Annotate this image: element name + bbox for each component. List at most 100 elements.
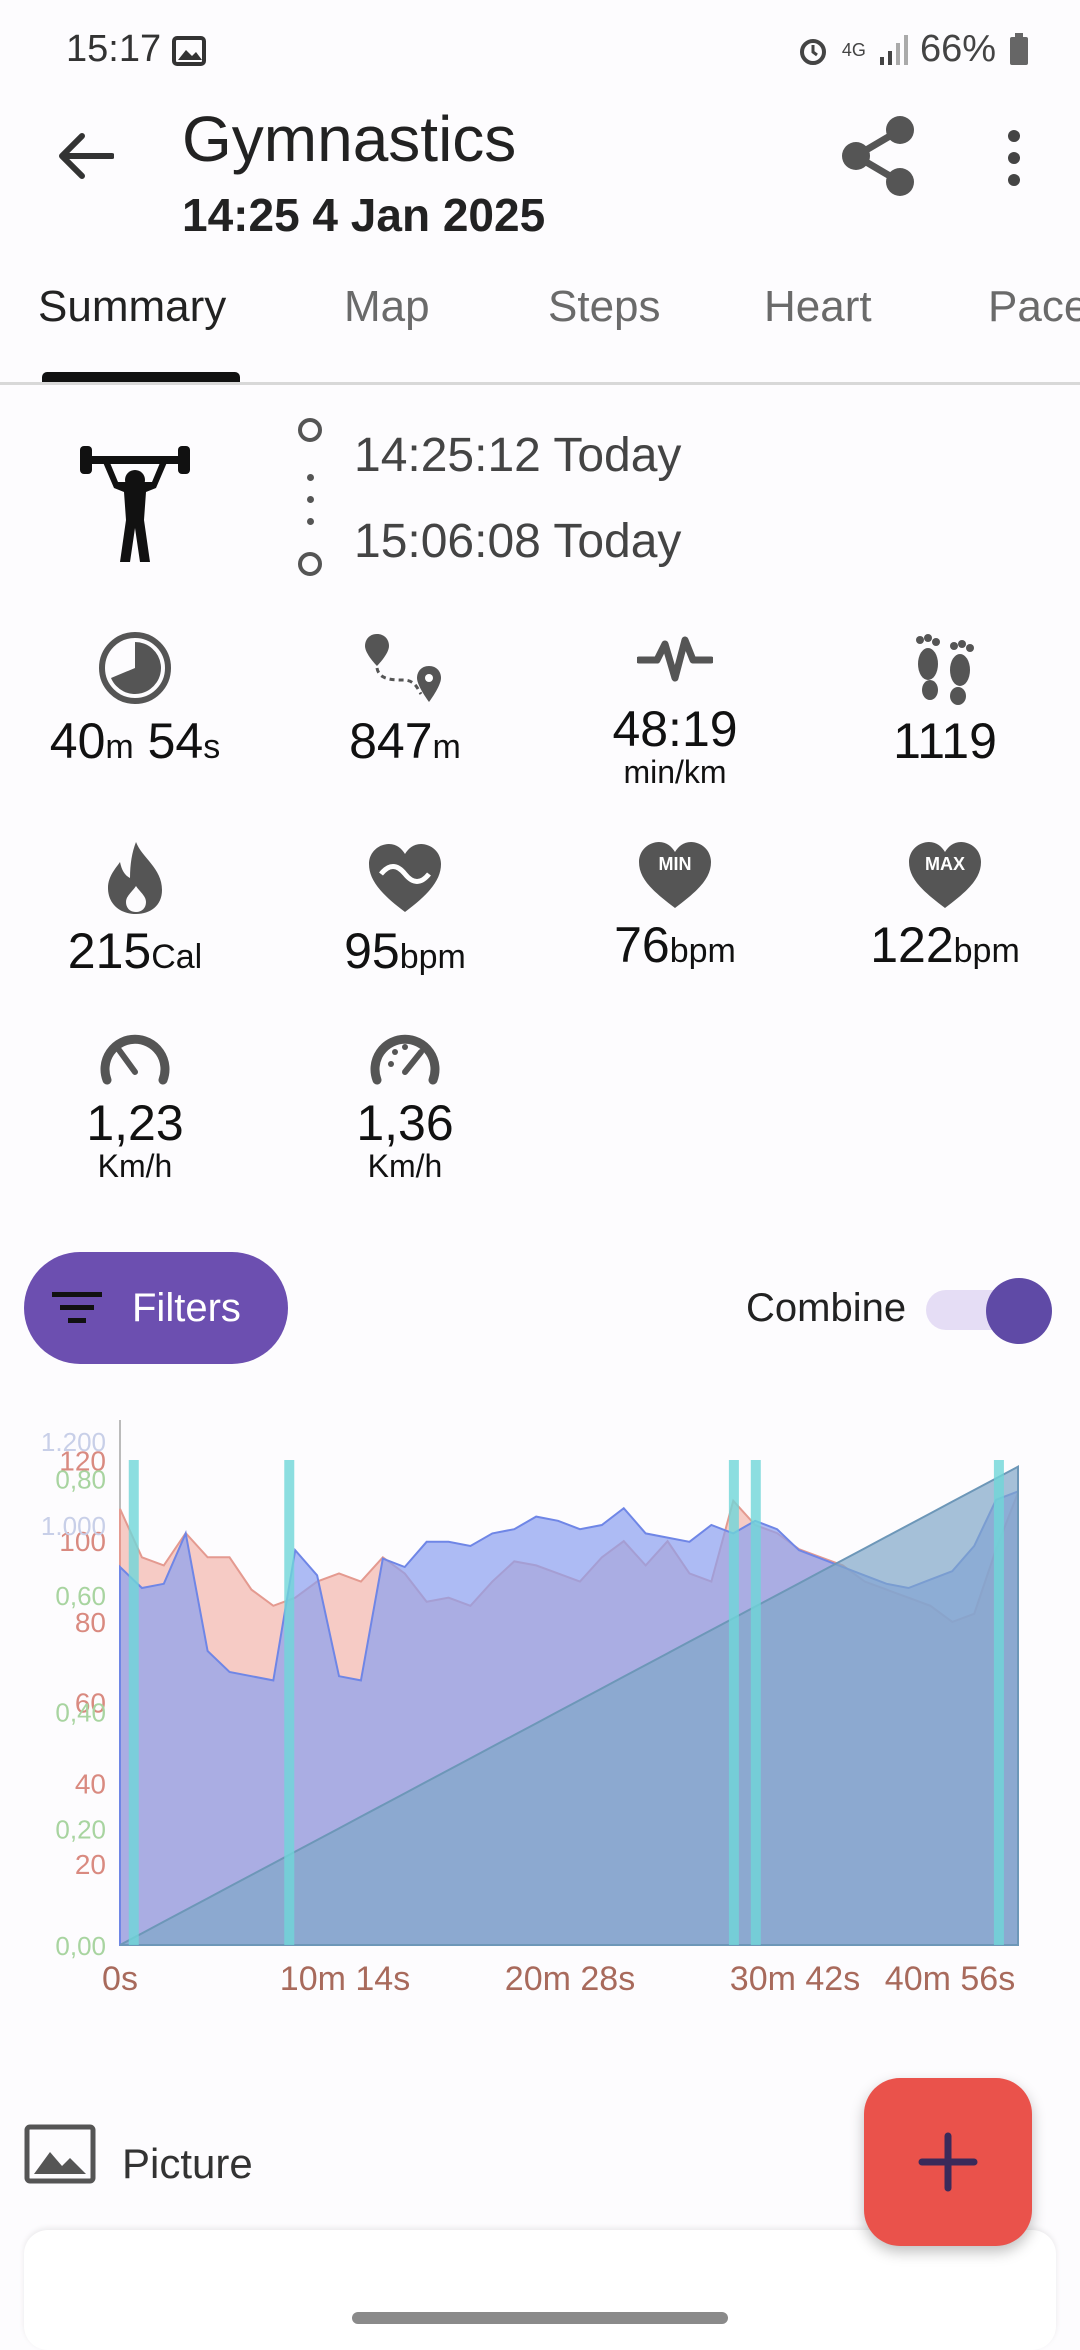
tab-divider [0, 382, 1080, 385]
calories-unit: Cal [151, 938, 203, 976]
tab-indicator [42, 372, 240, 382]
y-tick-label-distance: 0,00 [55, 1931, 106, 1961]
stat-pace: 48:19 min/km [540, 630, 810, 791]
end-marker [298, 552, 322, 576]
x-tick-label: 30m 42s [730, 1960, 860, 1998]
footsteps-icon [916, 634, 974, 705]
route-icon [365, 634, 441, 702]
stat-steps: 1119 [810, 630, 1080, 770]
page-title: Gymnastics [182, 103, 517, 175]
pace-value: 48:19 [612, 701, 738, 757]
stat-min-heart-rate: MIN 76bpm [540, 840, 810, 974]
filters-label: Filters [132, 1285, 241, 1330]
timeline-dot [307, 474, 314, 481]
weightlifter-icon [80, 446, 190, 562]
y-tick-label-hr: 60 [75, 1688, 106, 1719]
speedometer-icon [370, 1034, 440, 1085]
pace-unit: min/km [623, 754, 727, 790]
max-speed-value: 1,36 [356, 1095, 454, 1151]
combine-toggle-thumb[interactable] [986, 1278, 1052, 1344]
tab-steps[interactable]: Steps [548, 282, 661, 331]
filter-icon [52, 1292, 102, 1323]
distance-unit: m [432, 728, 461, 766]
battery-icon [1010, 32, 1028, 65]
plus-icon [918, 2132, 978, 2192]
highlight-bar [993, 1460, 1004, 1945]
stat-avg-speed: 1,23 Km/h [0, 1028, 270, 1185]
signal-icon [879, 34, 908, 65]
tab-map[interactable]: Map [344, 282, 430, 331]
heart-wave-icon [369, 844, 441, 912]
duration-minutes: 40 [49, 713, 106, 769]
network-type: 4G [841, 39, 866, 60]
max-speed-unit: Km/h [367, 1148, 443, 1184]
tab-heart[interactable]: Heart [764, 282, 872, 331]
avg-speed-unit: Km/h [97, 1148, 173, 1184]
more-options-icon[interactable] [1002, 128, 1026, 188]
x-tick-label: 0s [102, 1960, 138, 1998]
start-time: 14:25:12 Today [354, 429, 682, 482]
series-area-2 [119, 1465, 1019, 1946]
y-tick-label-hr: 100 [59, 1526, 106, 1557]
tab-summary[interactable]: Summary [38, 282, 227, 331]
avg-heart-rate-unit: bpm [399, 938, 466, 976]
heart-max-icon: MAX [907, 840, 983, 910]
y-tick-label-steps: 1.000 [41, 1511, 106, 1541]
combine-label: Combine [746, 1286, 907, 1330]
y-tick-label-distance: 0,40 [55, 1698, 106, 1728]
image-notification-icon [172, 36, 206, 66]
home-indicator[interactable] [352, 2312, 728, 2324]
duration-seconds: 54 [133, 713, 204, 769]
battery-percent: 66% [919, 28, 996, 70]
y-tick-label-distance: 0,80 [55, 1464, 106, 1494]
page-subtitle: 14:25 4 Jan 2025 [182, 189, 546, 241]
tab-pace[interactable]: Pace [988, 282, 1080, 331]
y-tick-label-distance: 0,20 [55, 1814, 106, 1844]
max-heart-rate-value: 122 [870, 917, 954, 973]
x-tick-label: 40m 56s [885, 1960, 1015, 1998]
y-tick-label-hr: 120 [59, 1445, 106, 1476]
y-tick-label-hr: 80 [75, 1607, 106, 1638]
y-tick-label-distance: 0,60 [55, 1581, 106, 1611]
y-tick-label-hr: 20 [75, 1849, 106, 1880]
back-arrow-icon[interactable] [54, 130, 114, 182]
highlight-bar [128, 1460, 139, 1945]
picture-card[interactable] [24, 2230, 1056, 2350]
stat-duration: 40m 54s [0, 630, 270, 770]
share-icon[interactable] [838, 114, 918, 198]
timeline-dot [307, 496, 314, 503]
stat-avg-heart-rate: 95bpm [270, 840, 540, 980]
stat-max-heart-rate: MAX 122bpm [810, 840, 1080, 974]
min-heart-rate-unit: bpm [669, 932, 736, 970]
add-button[interactable] [864, 2078, 1032, 2246]
picture-label: Picture [122, 2140, 253, 2187]
timeline-dot [307, 518, 314, 525]
highlight-bar [750, 1460, 761, 1945]
pulse-icon [637, 636, 713, 682]
min-badge: MIN [658, 854, 692, 874]
stat-calories: 215Cal [0, 840, 270, 980]
heart-min-icon: MIN [637, 840, 713, 910]
status-time: 15:17 [66, 28, 162, 70]
flame-icon [108, 842, 162, 914]
avg-heart-rate-value: 95 [344, 923, 400, 979]
max-heart-rate-unit: bpm [953, 932, 1020, 970]
distance-value: 847 [349, 713, 433, 769]
duration-minutes-unit: m [105, 728, 134, 766]
max-badge: MAX [925, 854, 965, 874]
stat-max-speed: 1,36 Km/h [270, 1028, 540, 1185]
steps-value: 1119 [893, 713, 997, 769]
min-heart-rate-value: 76 [614, 917, 670, 973]
timer-icon [99, 632, 171, 704]
picture-icon [24, 2124, 96, 2184]
duration-seconds-unit: s [203, 728, 221, 766]
x-tick-label: 20m 28s [505, 1960, 635, 1998]
filters-button[interactable]: Filters [24, 1252, 288, 1364]
end-time: 15:06:08 Today [354, 515, 682, 568]
x-tick-label: 10m 14s [280, 1960, 410, 1998]
activity-chart: 20 40 60 80 100 120 0,00 0,20 0,40 0,60 0,80 1.000 1… [41, 1420, 1019, 1998]
tab-bar: Summary Map Steps Heart Pace [0, 282, 1080, 382]
gauge-icon [100, 1034, 170, 1085]
highlight-bar [284, 1460, 295, 1945]
stat-distance: 847m [270, 630, 540, 770]
